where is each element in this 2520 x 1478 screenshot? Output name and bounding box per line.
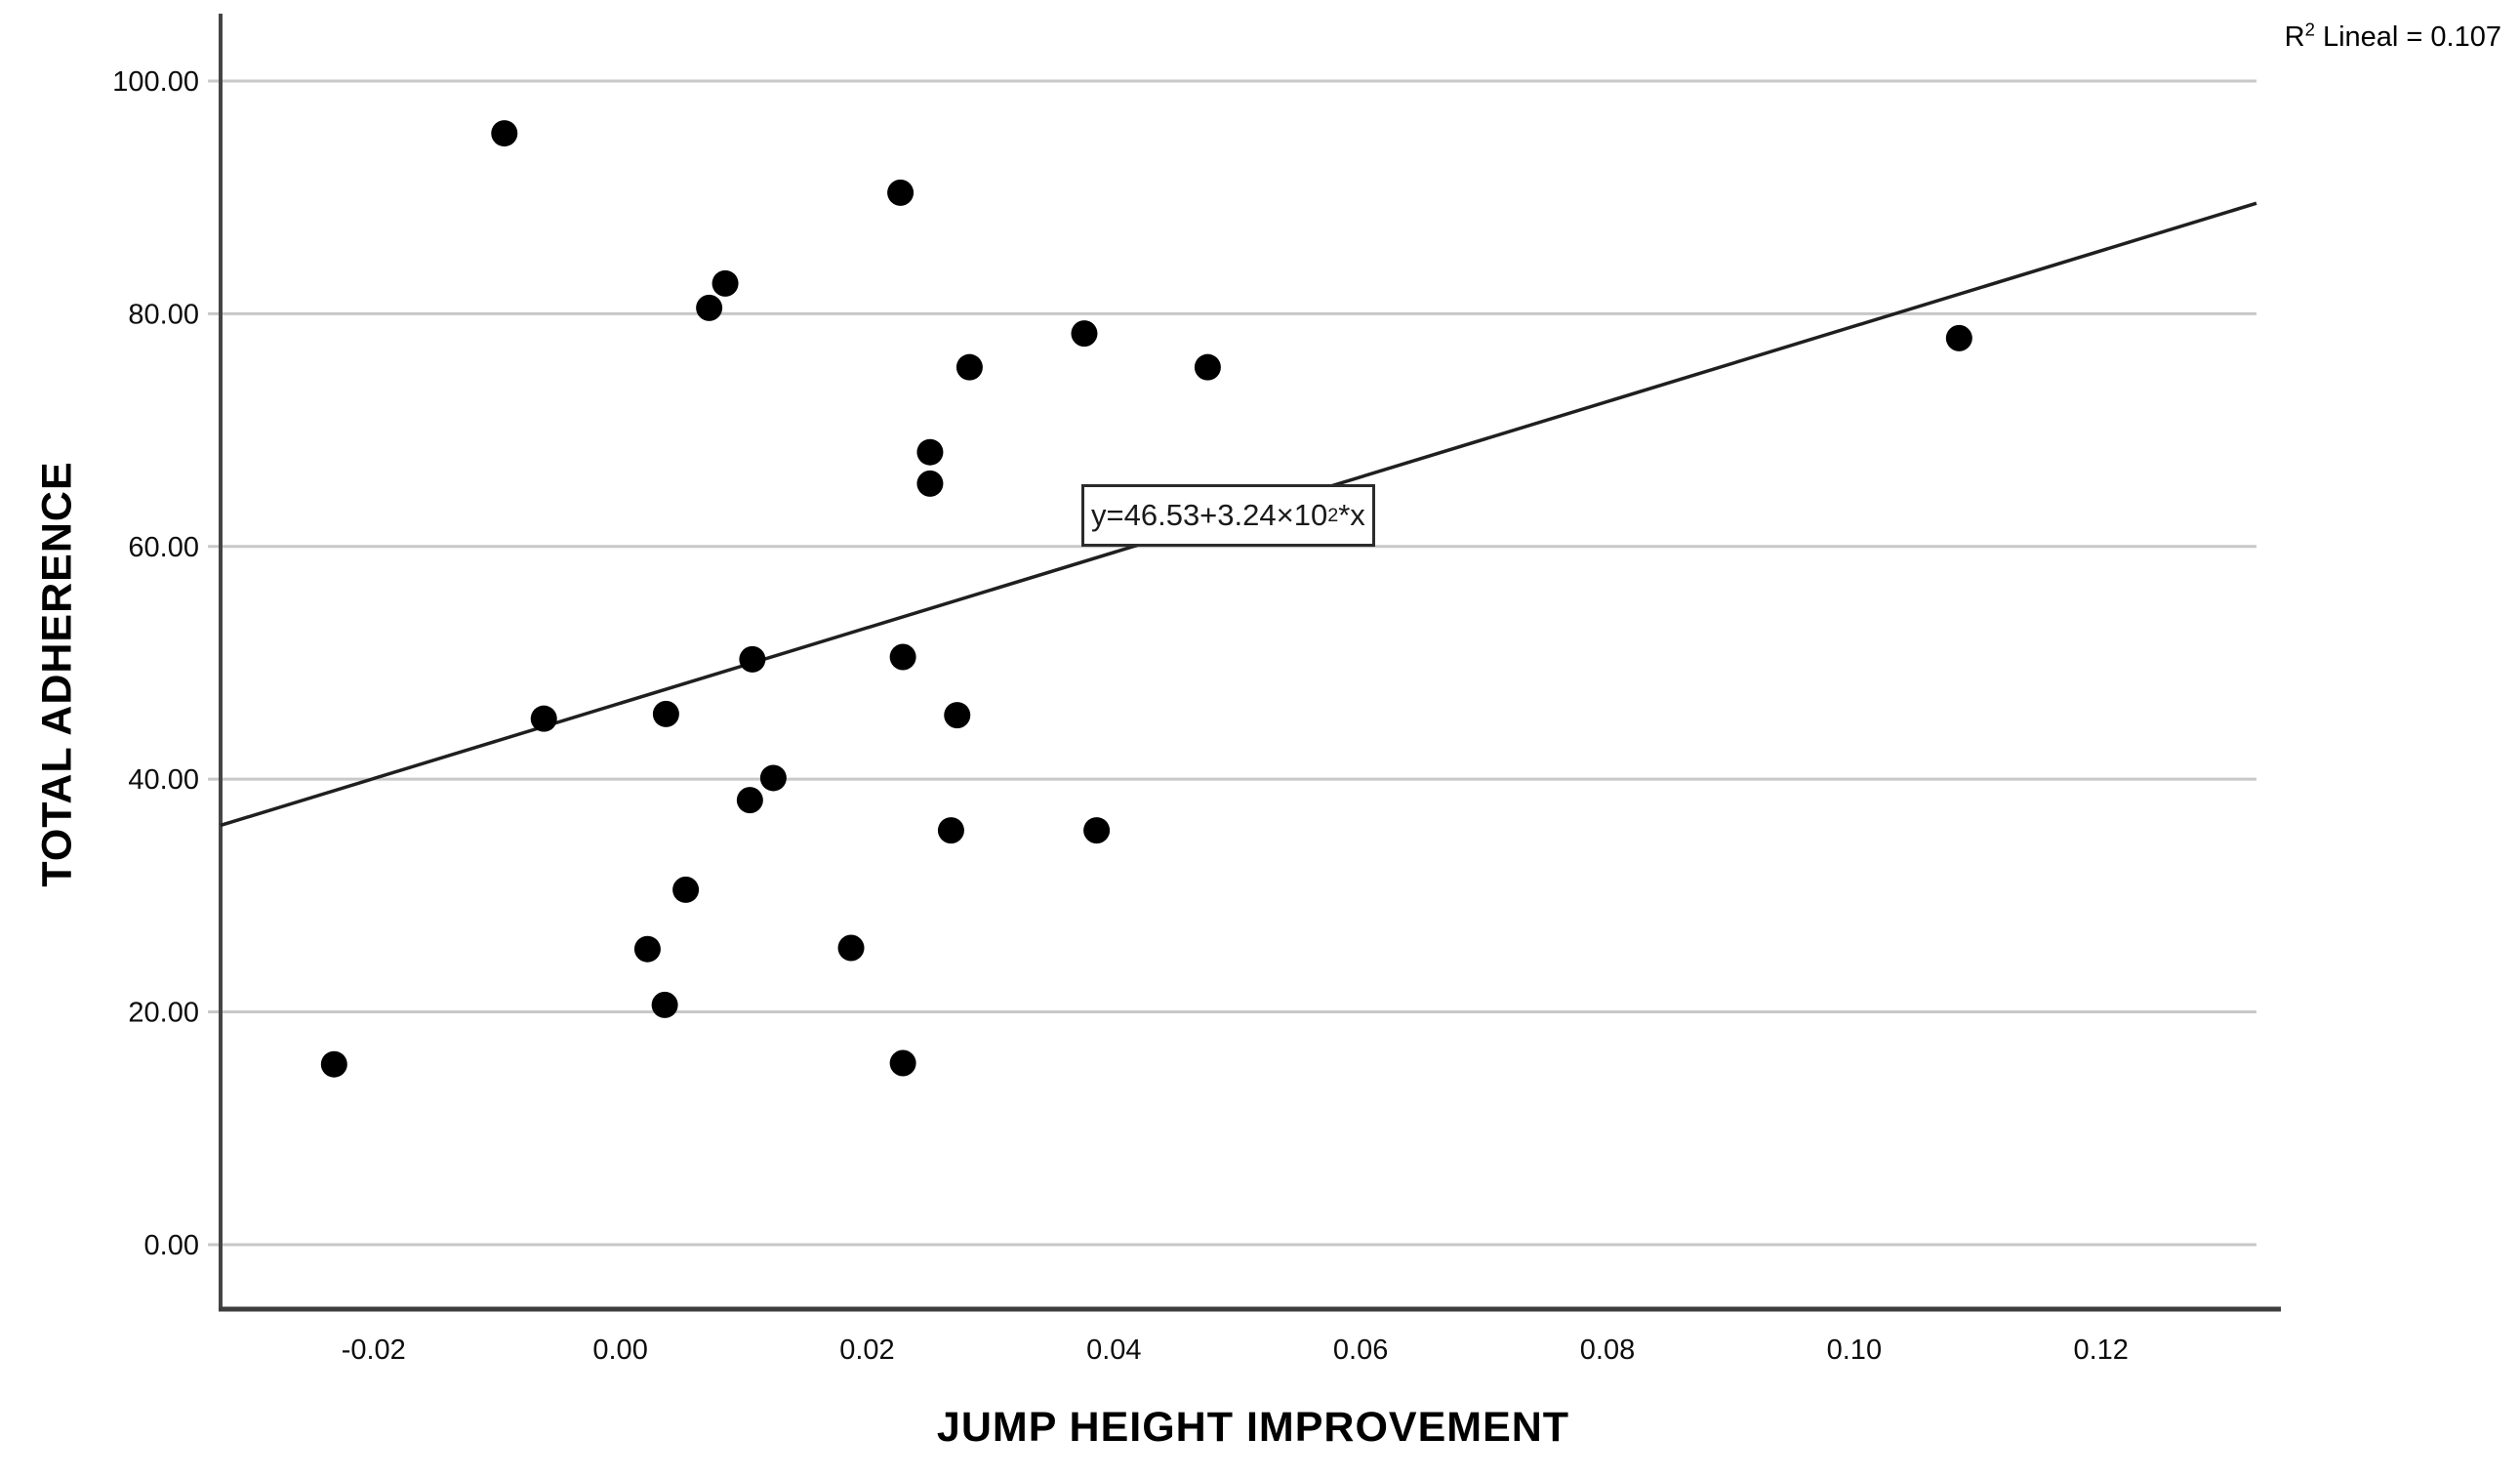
- regression-equation-label: y=46.53+3.24×10 2 *x: [1081, 484, 1375, 547]
- y-axis-title: TOTAL ADHERENCE: [33, 461, 81, 887]
- data-point: [916, 438, 944, 466]
- y-tick-label: 0.00: [144, 1230, 199, 1261]
- data-point: [320, 1050, 347, 1078]
- data-point: [889, 643, 916, 671]
- y-tick-label: 80.00: [128, 299, 199, 330]
- data-point: [837, 934, 865, 962]
- r-squared-annotation: R2 Lineal = 0.107: [2285, 21, 2501, 54]
- y-tick-label: 40.00: [128, 764, 199, 796]
- x-tick-label: 0.04: [1086, 1334, 1141, 1366]
- data-point: [1083, 817, 1111, 844]
- data-point: [491, 120, 518, 147]
- data-point: [937, 817, 964, 844]
- y-tick-label: 60.00: [128, 532, 199, 563]
- equation-suffix: *x: [1338, 498, 1365, 532]
- data-point: [1194, 353, 1221, 381]
- data-point: [1071, 320, 1098, 348]
- data-point: [739, 645, 766, 673]
- r-squared-prefix: R: [2284, 21, 2305, 53]
- x-tick-label: 0.00: [592, 1334, 647, 1366]
- data-point: [696, 294, 723, 321]
- equation-prefix: y=46.53+3.24×10: [1091, 498, 1328, 532]
- data-point: [652, 700, 679, 727]
- data-point: [916, 470, 944, 497]
- x-axis-title: JUMP HEIGHT IMPROVEMENT: [936, 1404, 1570, 1451]
- data-point: [759, 764, 787, 792]
- x-tick-label: 0.12: [2073, 1334, 2128, 1366]
- data-point: [955, 353, 983, 381]
- x-tick-label: 0.08: [1580, 1334, 1635, 1366]
- r-squared-superscript: 2: [2304, 19, 2315, 40]
- data-point: [944, 702, 971, 729]
- x-tick-label: 0.10: [1827, 1334, 1882, 1366]
- y-tick-label: 20.00: [128, 998, 199, 1029]
- data-point: [651, 991, 678, 1018]
- y-tick-label: 100.00: [112, 66, 199, 98]
- data-point: [1945, 324, 1972, 351]
- data-point: [889, 1049, 916, 1077]
- r-squared-suffix: Lineal = 0.107: [2314, 21, 2501, 53]
- data-point: [672, 876, 700, 903]
- data-point: [530, 705, 557, 732]
- data-point: [887, 179, 915, 206]
- data-point: [736, 787, 763, 814]
- x-tick-label: 0.06: [1333, 1334, 1388, 1366]
- x-tick-label: -0.02: [342, 1334, 406, 1366]
- data-point: [711, 269, 739, 297]
- data-point: [633, 935, 661, 963]
- x-tick-label: 0.02: [839, 1334, 894, 1366]
